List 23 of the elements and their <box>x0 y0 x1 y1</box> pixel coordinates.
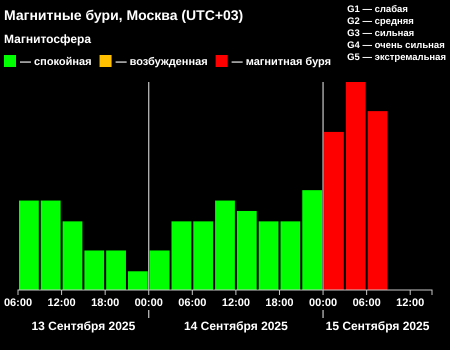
x-tick-label: 18:00 <box>265 296 294 309</box>
text: G5 — экстремальная <box>347 52 446 63</box>
x-tick-label: 12:00 <box>48 296 76 309</box>
text: G4 — очень сильная <box>347 40 445 51</box>
text: 15 Сентября 2025 <box>326 319 430 333</box>
x-tick-label: 06:00 <box>178 296 206 309</box>
legend-label: — возбужденная <box>116 56 208 68</box>
text: 14 Сентября 2025 <box>184 319 288 333</box>
chart-title: Магнитные бури, Москва (UTC+03) <box>4 7 244 23</box>
x-tick-label: 00:00 <box>134 296 163 309</box>
x-tick-label: 06:00 <box>4 296 32 309</box>
x-tick-label: 18:00 <box>91 296 120 309</box>
text: G2 — средняя <box>347 16 414 27</box>
legend-label: — спокойная <box>20 56 92 68</box>
x-tick-label: 12:00 <box>222 296 250 309</box>
x-tick-label: 00:00 <box>308 296 338 309</box>
legend-label: — магнитная буря <box>232 56 332 68</box>
x-tick-label: 06:00 <box>352 296 381 309</box>
x-tick-label: 12:00 <box>396 296 424 309</box>
legend-title: Магнитосфера <box>4 32 92 46</box>
text: G1 — слабая <box>347 4 408 15</box>
text: 13 Сентября 2025 <box>31 319 136 333</box>
text: G3 — сильная <box>347 28 414 39</box>
